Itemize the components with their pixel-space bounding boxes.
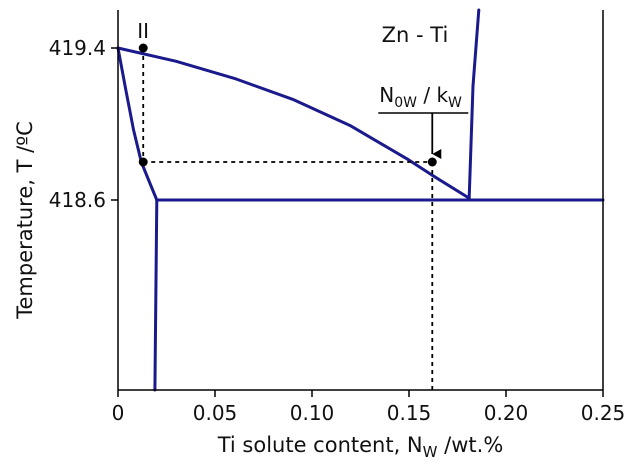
x-axis-title: Ti solute content, NW /wt.% (217, 433, 504, 461)
ratio-separator: / (417, 83, 436, 107)
x-axis-title-main: Ti solute content, N (217, 433, 423, 457)
points-layer (138, 43, 437, 167)
ratio-n: N (379, 83, 394, 107)
x-tick-label-5: 0.25 (581, 401, 626, 425)
ratio-annotation: N0W / kW (378, 83, 469, 159)
series-line-liquidus (116, 46, 471, 200)
x-tick-label-3: 0.15 (387, 401, 432, 425)
series-line-peritectic-liquidus (467, 8, 481, 202)
ratio-k: k (436, 83, 448, 107)
x-tick-label-4: 0.20 (484, 401, 529, 425)
x-tick-label-1: 0.05 (193, 401, 238, 425)
y-axis-title: Temperature, T /ºC (13, 121, 37, 320)
data-point-3 (427, 157, 437, 167)
ratio-label: N0W / kW (379, 83, 462, 111)
curves-layer (116, 8, 605, 392)
axes-layer: 0 0.05 0.10 0.15 0.20 0.25 418.6 419.4 (49, 10, 626, 425)
data-point-2 (138, 157, 148, 167)
series-line-solidus (116, 46, 159, 202)
x-tick-label-2: 0.10 (290, 401, 335, 425)
ratio-n-sub: 0W (394, 95, 417, 111)
guides-layer (142, 48, 434, 390)
chart-title: Zn - Ti (382, 23, 449, 47)
data-point-1 (138, 43, 148, 53)
point-label-ii: II (137, 19, 149, 43)
x-axis-title-sub: W (423, 443, 438, 461)
x-axis-title-tail: /wt.% (437, 433, 503, 457)
y-tick-label-1: 419.4 (49, 36, 106, 60)
ratio-k-sub: W (448, 95, 462, 111)
y-tick-label-0: 418.6 (49, 188, 106, 212)
x-tick-label-0: 0 (112, 401, 125, 425)
series-line-solvus (153, 198, 159, 392)
